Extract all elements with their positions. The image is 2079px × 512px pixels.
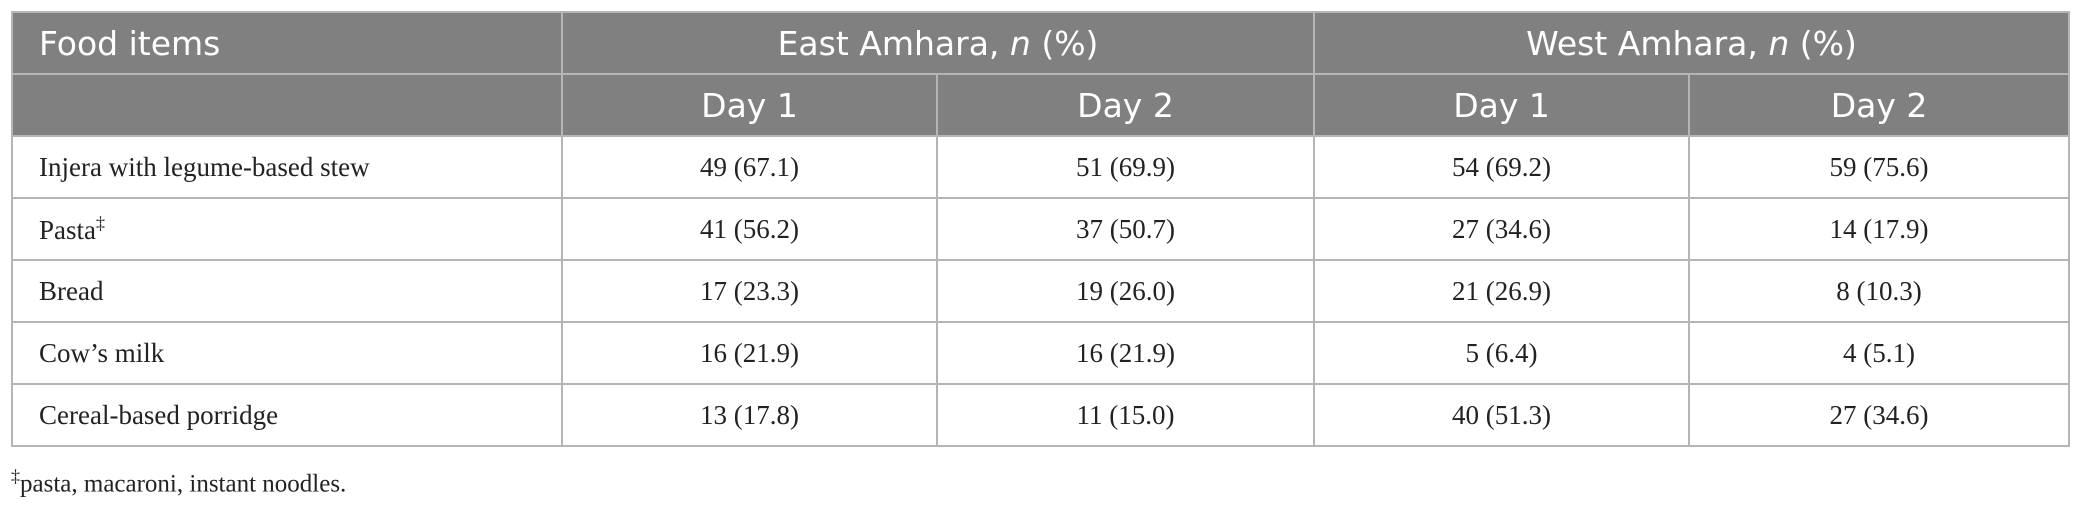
group-header: East Amhara, n (%) [560,11,1316,75]
table-row: Bread 17 (23.3) 19 (26.0) 21 (26.9) 8 (10.3) [11,259,2071,323]
table-cell: 13 (17.8) [561,383,938,447]
table-cell: 27 (34.6) [1688,383,2071,447]
note-mark: ‡ [96,212,105,233]
label-text: Cow’s milk [39,337,165,368]
table-body: Injera with legume-based stew 49 (67.1) 51… [11,135,2071,447]
table-cell: 54 (69.2) [1313,135,1691,199]
group-name: West Amhara, [1526,23,1769,63]
day-header: Day 1 [1313,73,1691,137]
day-header: Day 2 [1688,73,2071,137]
table-cell: 8 (10.3) [1688,259,2071,323]
table-cell: 59 (75.6) [1688,135,2071,199]
group-suffix: (%) [1789,23,1857,63]
table-cell: 16 (21.9) [561,321,938,385]
label-text: Injera with legume-based stew [39,151,370,182]
header-cell: Food items [11,11,563,75]
header-cell [11,73,563,137]
table-cell: 51 (69.9) [935,135,1316,199]
group-name: East Amhara, [777,23,1010,63]
group-italic: n [1009,23,1031,63]
label-text: Bread [39,275,104,306]
header-row: Day 1 Day 2 Day 1 Day 2 [11,73,2071,137]
table-cell: 49 (67.1) [561,135,938,199]
table-cell: 11 (15.0) [935,383,1316,447]
table-cell: 21 (26.9) [1313,259,1691,323]
row-label: Injera with legume-based stew [11,135,563,199]
data-table: Food items East Amhara, n (%) West Amhara… [11,11,2071,447]
table-row: Injera with legume-based stew 49 (67.1) 51… [11,135,2071,199]
label-text: Cereal-based porridge [39,399,279,430]
footnote-text: pasta, macaroni, instant noodles. [20,470,347,498]
footnote-mark: ‡ [11,466,20,486]
row-label: Pasta‡ [11,197,563,261]
row-label: Cow’s milk [11,321,563,385]
row-label: Cereal-based porridge [11,383,563,447]
day-header: Day 1 [561,73,938,137]
table-cell: 17 (23.3) [561,259,938,323]
footnote: ‡pasta, macaroni, instant noodles. [11,466,346,498]
table-cell: 27 (34.6) [1313,197,1691,261]
group-suffix: (%) [1030,23,1099,63]
header-row: Food items East Amhara, n (%) West Amhara… [11,11,2071,75]
group-italic: n [1768,23,1790,63]
table-cell: 4 (5.1) [1688,321,2071,385]
day-header: Day 2 [935,73,1316,137]
table-row: Cereal-based porridge 13 (17.8) 11 (15.0) 4… [11,383,2071,447]
table-cell: 19 (26.0) [935,259,1316,323]
label-text: Pasta [39,214,96,245]
table-cell: 41 (56.2) [561,197,938,261]
group-header: West Amhara, n (%) [1313,11,2071,75]
table-cell: 16 (21.9) [935,321,1316,385]
table-row: Pasta‡ 41 (56.2) 37 (50.7) 27 (34.6) 14 (17.… [11,197,2071,261]
table-cell: 40 (51.3) [1313,383,1691,447]
row-label: Bread [11,259,563,323]
table-cell: 14 (17.9) [1688,197,2071,261]
table-cell: 5 (6.4) [1313,321,1691,385]
table-row: Cow’s milk 16 (21.9) 16 (21.9) 5 (6.4) 4 (5.… [11,321,2071,385]
table-cell: 37 (50.7) [935,197,1316,261]
